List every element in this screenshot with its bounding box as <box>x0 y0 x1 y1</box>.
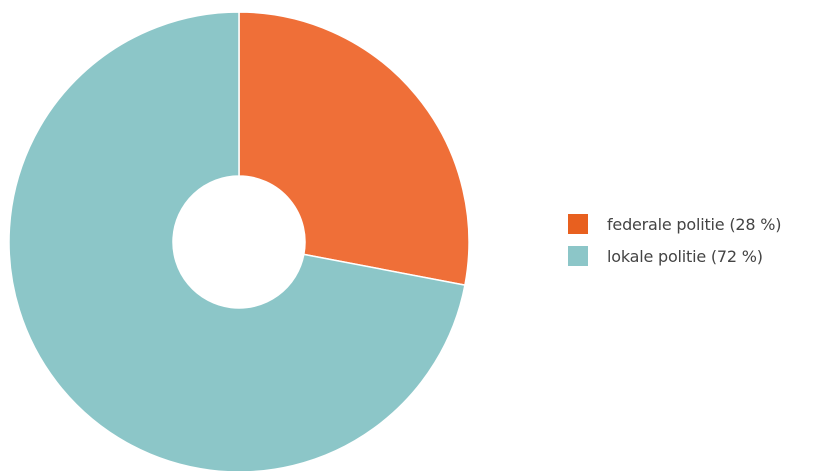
chart-legend: federale politie (28 %) lokale politie (… <box>568 214 781 278</box>
legend-label-federale-politie: federale politie (28 %) <box>607 214 782 234</box>
legend-swatch-lokale-politie <box>568 246 588 266</box>
donut-slice-lokale-politie <box>8 11 466 471</box>
legend-label-lokale-politie: lokale politie (72 %) <box>607 246 763 266</box>
legend-item-federale-politie: federale politie (28 %) <box>568 214 781 234</box>
legend-item-lokale-politie: lokale politie (72 %) <box>568 246 781 266</box>
donut-slice-federale-politie <box>238 11 470 286</box>
legend-swatch-federale-politie <box>568 214 588 234</box>
donut-slices <box>8 11 470 471</box>
